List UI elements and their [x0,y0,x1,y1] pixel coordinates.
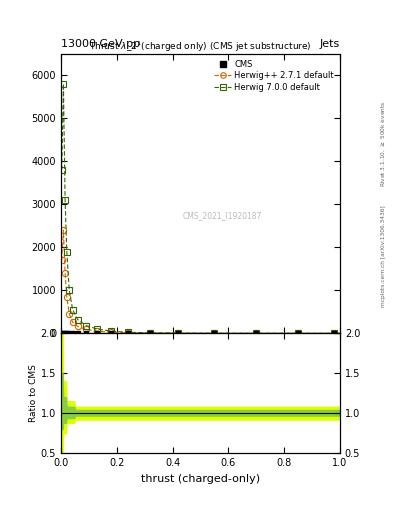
Text: mcplots.cern.ch [arXiv:1306.3436]: mcplots.cern.ch [arXiv:1306.3436] [381,205,386,307]
Text: 13000 GeV pp: 13000 GeV pp [61,38,140,49]
Text: Jets: Jets [320,38,340,49]
Y-axis label: Ratio to CMS: Ratio to CMS [29,364,38,422]
X-axis label: thrust (charged-only): thrust (charged-only) [141,474,260,483]
Legend: CMS, Herwig++ 2.7.1 default, Herwig 7.0.0 default: CMS, Herwig++ 2.7.1 default, Herwig 7.0.… [213,58,336,93]
Title: Thrust $\lambda\_2^1$(charged only) (CMS jet substructure): Thrust $\lambda\_2^1$(charged only) (CMS… [89,39,312,54]
Text: Rivet 3.1.10, $\geq$ 500k events: Rivet 3.1.10, $\geq$ 500k events [379,100,387,186]
Text: CMS_2021_I1920187: CMS_2021_I1920187 [183,211,263,220]
